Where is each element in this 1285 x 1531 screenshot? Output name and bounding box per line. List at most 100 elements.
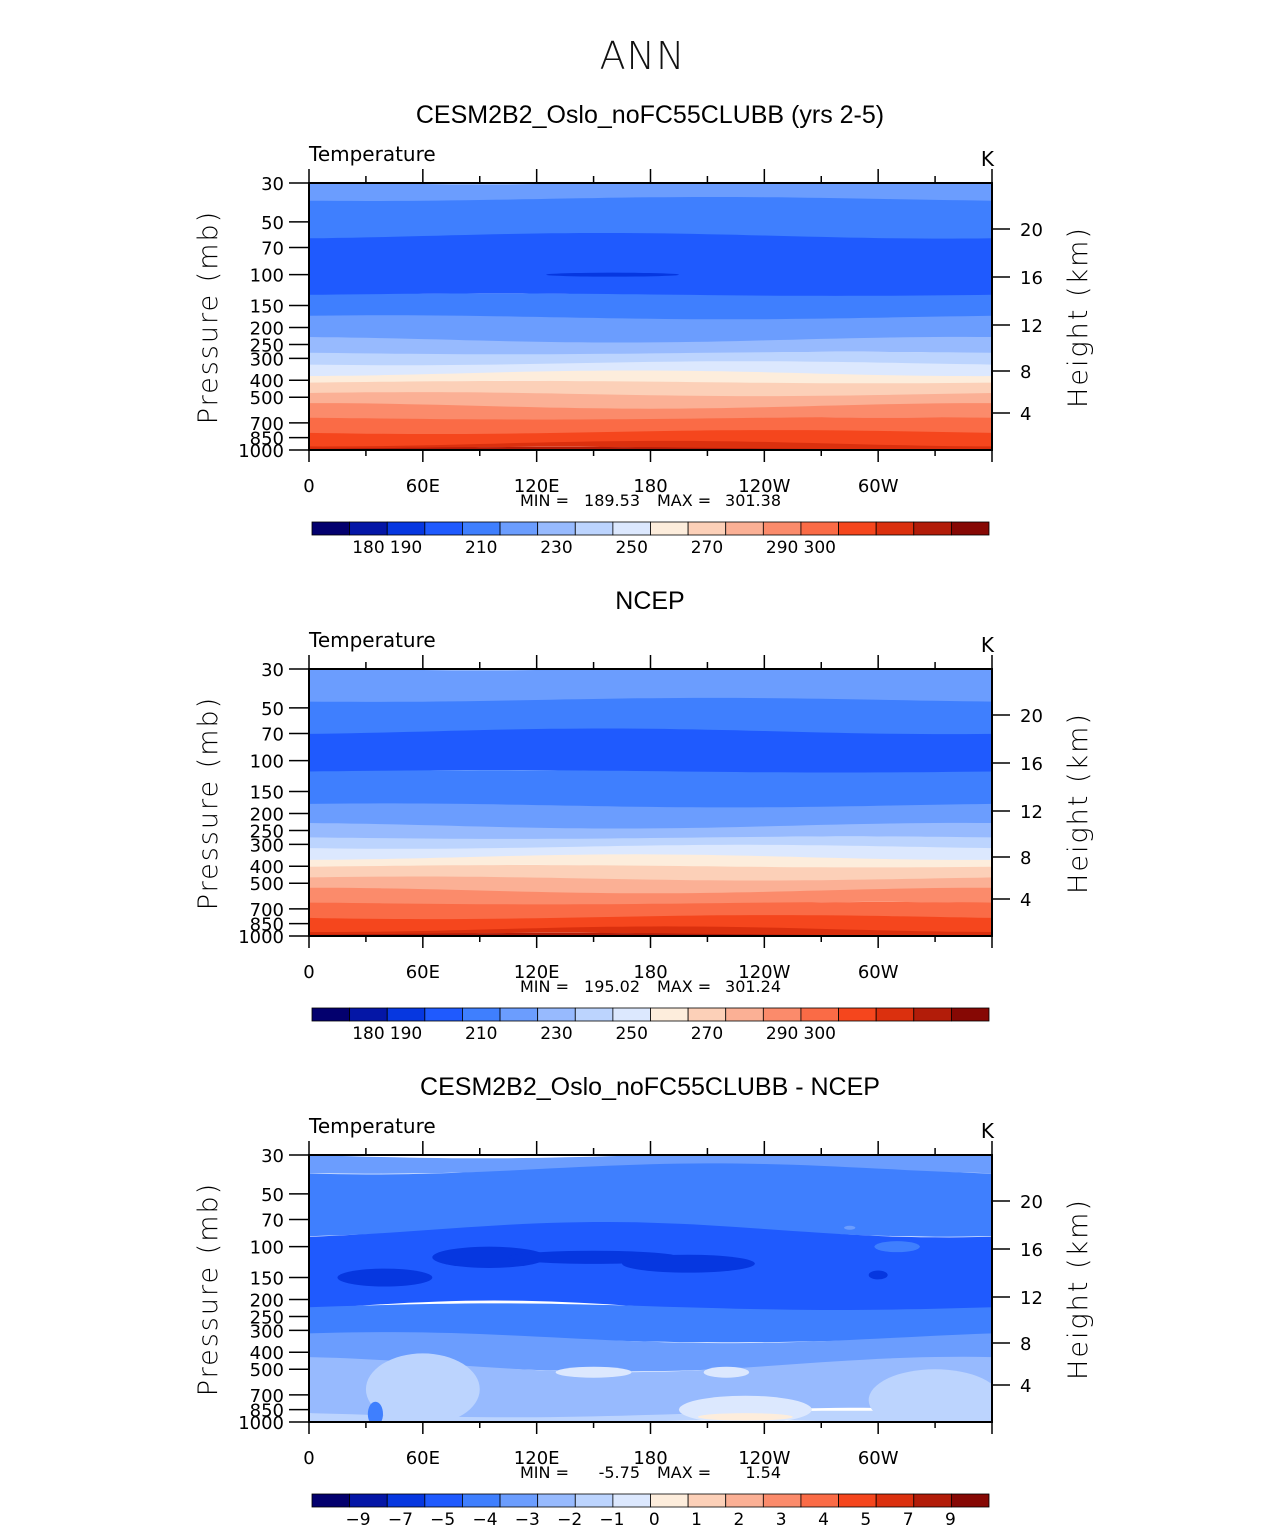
contour-band [309,728,992,776]
y-tick-label: 400 [250,1343,284,1364]
contour-spot [365,1353,480,1422]
colorbar-label: 190 [390,1024,422,1044]
colorbar-label: 210 [465,538,497,558]
x-tick-label: 180 [633,476,667,497]
colorbar-label: −5 [430,1510,455,1530]
panel-subtitle: Temperature [308,628,436,652]
right-axis-title: Height (km) [1063,712,1094,894]
y-tick-label: 200 [250,804,284,825]
colorbar-swatch [499,521,539,536]
colorbar-label: 4 [818,1510,829,1530]
colorbar-label: 270 [691,1024,723,1044]
y-tick-label: 850 [250,429,284,450]
colorbar-label: −7 [388,1510,413,1530]
contour-band [309,770,992,809]
contour-band [309,315,992,344]
contour-band [309,336,992,358]
y2-tick-label: 4 [1020,1376,1031,1397]
y-tick-label: 50 [261,699,284,720]
y-tick-label: 300 [250,835,284,856]
x-tick-label: 120W [738,962,790,983]
right-axis-title: Height (km) [1063,1198,1094,1380]
min-label: MIN = [520,491,569,510]
contour-band [309,440,992,450]
contour-band [309,361,992,377]
contour-band [309,1303,992,1343]
colorbar-swatch [537,1007,576,1022]
x-tick-label: 120E [514,476,560,497]
contour-spot [367,1401,383,1422]
contour-field [309,183,992,450]
x-tick-label: 120W [738,1448,790,1469]
colorbar-label: 2 [733,1510,744,1530]
colorbar-swatch [349,1007,388,1022]
colorbar-label: 210 [465,1024,497,1044]
y2-tick-label: 20 [1020,220,1043,241]
units-label: K [981,633,995,657]
y-tick-label: 70 [261,1211,284,1232]
colorbar-swatch [762,521,802,536]
colorbar-swatch [875,521,915,536]
max-label: MAX = [657,1463,711,1482]
colorbar-swatch [612,521,651,536]
x-tick-label: 120E [514,962,560,983]
contour-spot [555,1366,632,1378]
colorbar-swatch [424,1007,463,1022]
y2-tick-label: 12 [1020,802,1043,823]
y-tick-label: 700 [250,1386,284,1407]
panel-title: CESM2B2_Oslo_noFC55CLUBB (yrs 2-5) [416,101,884,129]
y-tick-label: 100 [250,266,284,287]
colorbar-swatch [311,1007,351,1022]
colorbar-swatch [499,1493,539,1508]
y-tick-label: 700 [250,900,284,921]
colorbar-swatch [838,521,877,536]
colorbar-swatch [800,1493,839,1508]
colorbar-label: 230 [540,1024,572,1044]
colorbar-swatch [574,1007,614,1022]
colorbar-swatch [762,1007,802,1022]
units-label: K [981,147,995,171]
right-axis-title: Height (km) [1063,226,1094,408]
min-label: MIN = [520,977,569,996]
y2-tick-label: 16 [1020,1240,1043,1261]
x-tick-label: 60E [406,962,440,983]
units-label: K [981,1119,995,1143]
x-tick-label: 60W [858,1448,899,1469]
colorbar-swatch [462,1007,501,1022]
contour-spot [697,1413,793,1421]
contour-spot [868,1270,888,1280]
left-axis-title: Pressure (mb) [193,1182,224,1396]
colorbar-label: 300 [804,538,836,558]
panel-1: CESM2B2_Oslo_noFC55CLUBB (yrs 2-5) Temper… [193,101,1094,558]
colorbar-label: 190 [390,538,422,558]
contour-band [309,1332,992,1372]
contour-field [309,1155,992,1422]
colorbar-swatch [838,1007,877,1022]
contour-field [309,669,992,936]
contour-band [309,669,992,703]
y2-tick-label: 8 [1020,848,1031,869]
contour-band [309,876,992,894]
y-tick-label: 400 [250,371,284,392]
contour-spot [622,1254,755,1273]
x-tick-label: 0 [303,476,314,497]
season-title: ANN [599,34,686,78]
colorbar-label: 180 [352,1024,384,1044]
contour-band [309,697,992,735]
panel-title: CESM2B2_Oslo_noFC55CLUBB - NCEP [420,1073,880,1101]
y-tick-label: 300 [250,349,284,370]
colorbar-label: 230 [540,538,572,558]
contour-spot [432,1246,547,1268]
colorbar-swatch [913,1007,952,1022]
colorbar-swatch [875,1493,915,1508]
x-tick-label: 0 [303,1448,314,1469]
max-value: 301.24 [725,977,781,996]
colorbar-label: −2 [557,1510,582,1530]
colorbar-swatch [687,1493,727,1508]
colorbar-label: 5 [860,1510,871,1530]
contour-band [309,803,992,830]
colorbar-swatch [612,1007,651,1022]
x-tick-label: 0 [303,962,314,983]
contour-band [309,370,992,387]
